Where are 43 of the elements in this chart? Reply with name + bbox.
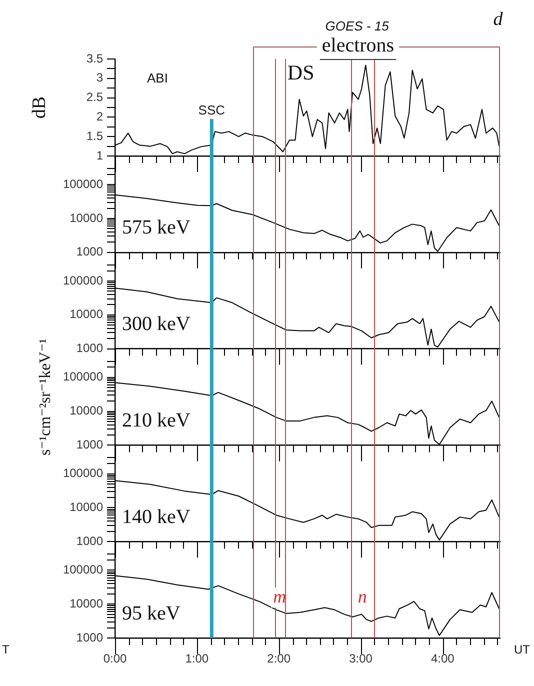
annotation: ABI bbox=[147, 70, 168, 86]
y-tick-label: 3 bbox=[96, 70, 104, 85]
y-tick-label: 100000 bbox=[62, 562, 104, 577]
y-tick-label: 1000 bbox=[76, 438, 104, 452]
y-tick-label: 10000 bbox=[70, 596, 104, 610]
annotation: 95 keV bbox=[122, 602, 181, 624]
y-tick-label: 100000 bbox=[62, 273, 104, 288]
y-tick-label: 2 bbox=[96, 110, 104, 124]
x-tick-label: 3:00 bbox=[349, 652, 373, 666]
y-tick-label: 10000 bbox=[70, 404, 104, 418]
y-axis-title: dB bbox=[28, 96, 50, 119]
x-tick-label: 0:00 bbox=[103, 652, 127, 666]
text: d bbox=[493, 9, 504, 30]
y-tick-label: 3.5 bbox=[86, 51, 104, 66]
ref-line-label: DS bbox=[287, 60, 314, 85]
ref-line-label: n bbox=[358, 586, 367, 606]
y-tick-label: 2.5 bbox=[86, 90, 104, 104]
annotation: 140 keV bbox=[122, 506, 191, 528]
ref-line-label: SSC bbox=[198, 102, 226, 118]
annotation: 210 keV bbox=[122, 409, 191, 432]
text: electrons bbox=[322, 34, 394, 56]
y-tick-label: 100000 bbox=[62, 466, 104, 480]
y-tick-label: 100000 bbox=[62, 176, 104, 191]
y-tick-label: 100000 bbox=[62, 370, 104, 384]
annotation: 300 keV bbox=[122, 313, 191, 336]
annotation: 575 keV bbox=[122, 216, 191, 239]
y-tick-label: 1000 bbox=[76, 341, 104, 356]
y-tick-label: 10000 bbox=[70, 307, 104, 322]
text: T bbox=[2, 642, 10, 656]
y-tick-label: 1 bbox=[96, 148, 104, 162]
x-tick-label: 1:00 bbox=[185, 652, 209, 666]
y-tick-label: 1000 bbox=[76, 630, 104, 644]
text: GOES - 15 bbox=[325, 18, 390, 34]
y-tick-label: 10000 bbox=[70, 500, 104, 514]
y-tick-label: 1000 bbox=[76, 244, 104, 259]
y-tick-label: 1.5 bbox=[86, 128, 104, 143]
y-tick-label: 10000 bbox=[70, 210, 104, 225]
x-tick-label: 4:00 bbox=[430, 652, 455, 666]
y-axis-title: s⁻¹cm⁻²sr⁻¹keV⁻¹ bbox=[37, 338, 54, 456]
x-tick-label: 2:00 bbox=[267, 652, 291, 666]
ref-line-label: m bbox=[273, 586, 286, 606]
x-axis-title: UT bbox=[514, 642, 531, 656]
y-tick-label: 1000 bbox=[76, 534, 104, 548]
